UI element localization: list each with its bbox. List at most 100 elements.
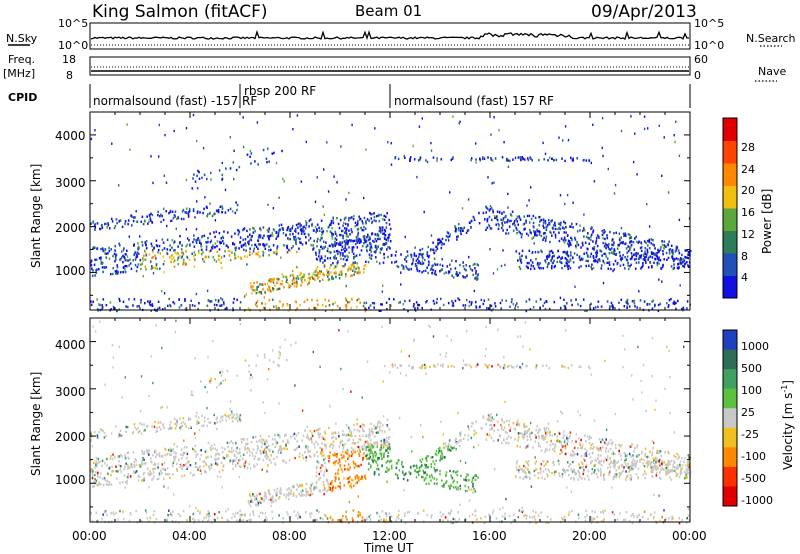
vel-echo-cell: [389, 448, 391, 451]
power-echo-cell: [404, 156, 406, 159]
vel-echo-cell: [91, 474, 94, 477]
power-echo-cell: [656, 255, 659, 258]
vel-echo-cell: [268, 498, 270, 501]
power-echo-cell: [238, 231, 241, 234]
vel-echo-cell: [395, 466, 398, 469]
vel-echo-cell: [239, 414, 242, 417]
vel-echo-cell: [103, 436, 106, 439]
power-echo-cell: [548, 307, 551, 311]
vel-echo-cell: [267, 464, 269, 467]
vel-echo-cell: [340, 468, 343, 471]
power-echo-cell: [233, 243, 236, 246]
power-echo-cell: [479, 305, 481, 308]
power-echo-cell: [300, 224, 302, 227]
power-echo-cell: [173, 240, 176, 243]
power-echo-cell: [345, 305, 348, 308]
vel-echo-cell: [356, 429, 359, 432]
vel-echo-cell: [439, 469, 441, 473]
power-echo-cell: [542, 267, 545, 270]
vel-echo-cell: [233, 459, 236, 462]
power-echo-cell: [667, 191, 670, 194]
power-echo-cell: [184, 299, 186, 302]
vel-echo-cell: [369, 442, 372, 445]
vel-echo-cell: [675, 455, 677, 459]
power-echo-cell: [310, 275, 313, 278]
power-echo-cell: [587, 232, 589, 235]
vel-echo-cell: [154, 450, 157, 454]
vel-echo-cell: [562, 468, 564, 471]
vel-echo-cell: [216, 457, 218, 461]
power-echo-cell: [638, 290, 640, 293]
power-echo-cell: [625, 300, 627, 304]
power-echo-cell: [99, 227, 102, 231]
power-echo-cell: [412, 259, 414, 262]
power-echo-cell: [566, 265, 569, 268]
vel-echo-cell: [354, 450, 357, 454]
power-echo-cell: [381, 218, 384, 221]
vel-echo-cell: [672, 463, 675, 466]
power-echo-cell: [451, 304, 454, 307]
power-echo-cell: [475, 161, 477, 164]
vel-echo-cell: [489, 415, 491, 418]
power-echo-cell: [319, 280, 321, 283]
vel-echo-cell: [337, 461, 340, 465]
power-echo-cell: [134, 263, 137, 267]
power-echo-cell: [549, 230, 551, 233]
vel-echo-cell: [537, 471, 539, 475]
vel-echo-cell: [339, 440, 342, 444]
power-echo-cell: [350, 306, 353, 310]
power-echo-cell: [205, 248, 208, 251]
power-echo-cell: [570, 236, 572, 239]
vel-echo-cell: [600, 440, 602, 444]
power-echo-cell: [118, 184, 120, 187]
vel-echo-cell: [183, 474, 186, 477]
vel-echo-cell: [221, 418, 224, 422]
vel-echo-cell: [506, 437, 508, 440]
power-echo-cell: [466, 274, 468, 277]
power-echo-cell: [565, 257, 568, 261]
vel-echo-cell: [305, 446, 307, 449]
vel-echo-cell: [210, 448, 212, 451]
power-echo-cell: [200, 253, 203, 256]
power-echo-cell: [441, 241, 443, 245]
power-echo-cell: [316, 228, 318, 231]
vel-echo-cell: [614, 461, 616, 465]
power-echo-cell: [132, 219, 135, 223]
vel-echo-cell: [387, 455, 390, 458]
vel-echo-cell: [604, 450, 607, 453]
power-echo-cell: [115, 270, 117, 273]
power-echo-cell: [592, 240, 594, 243]
vel-echo-cell: [135, 470, 138, 473]
power-echo-cell: [308, 281, 310, 285]
power-echo-cell: [247, 241, 249, 244]
vel-echo-cell: [381, 424, 384, 427]
power-echo-cell: [243, 227, 246, 230]
power-echo-cell: [352, 240, 354, 243]
vel-echo-cell: [545, 447, 547, 451]
vel-echo-cell: [451, 447, 454, 450]
vel-echo-cell: [573, 446, 576, 450]
power-echo-cell: [542, 141, 544, 145]
power-echo-cell: [652, 299, 654, 302]
power-echo-cell: [626, 306, 628, 309]
power-echo-cell: [421, 255, 424, 258]
power-echo-cell: [143, 254, 145, 257]
power-echo-cell: [649, 261, 652, 264]
power-echo-cell: [360, 249, 363, 252]
vel-echo-cell: [537, 441, 540, 445]
vel-echo-cell: [468, 488, 470, 491]
vel-echo-cell: [300, 491, 302, 494]
power-echo-cell: [305, 220, 307, 223]
power-echo-cell: [517, 223, 519, 226]
vel-echo-cell: [524, 431, 527, 434]
power-echo-cell: [365, 301, 368, 305]
vel-echo-cell: [158, 455, 161, 458]
power-echo-cell: [244, 255, 246, 258]
power-echo-cell: [252, 226, 254, 230]
power-echo-cell: [193, 238, 195, 241]
power-echo-cell: [299, 241, 301, 244]
power-panel: 1000 2000 3000 4000 Slant Range [km]: [29, 111, 692, 313]
power-echo-cell: [494, 157, 497, 160]
power-echo-cell: [370, 213, 372, 216]
power-echo-cell: [191, 187, 194, 190]
